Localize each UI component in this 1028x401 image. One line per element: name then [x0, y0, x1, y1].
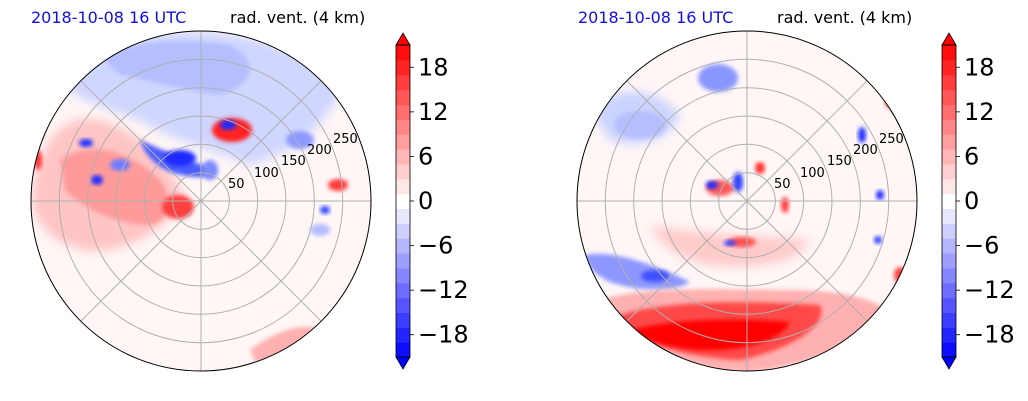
panel1-colorbar-max-arrow — [395, 32, 411, 46]
panel2-colorbar-level — [942, 223, 956, 239]
panel1-colorbar-level — [396, 253, 410, 269]
panel2-time-label: 2018-10-08 16 UTC — [578, 8, 734, 27]
panel1-ring-label-200: 200 — [307, 143, 332, 158]
panel1-variable-label: rad. vent. (4 km) — [230, 8, 366, 27]
panel1-colorbar-level — [396, 89, 410, 106]
panel2-colorbar-tick-label: −18 — [964, 321, 1015, 349]
panel1-colorbar-level — [396, 223, 410, 239]
panel1-polar-plot: 50 100 150 200 250 — [30, 30, 372, 372]
panel1-colorbar-level — [396, 134, 410, 150]
panel2-colorbar-max-arrow — [941, 32, 957, 46]
panel2-polar-grid — [577, 31, 917, 371]
panel1-ring-label-150: 150 — [281, 154, 306, 169]
panel2-ring-label-200: 200 — [853, 143, 878, 158]
panel1-colorbar-level — [396, 297, 410, 314]
panel2-colorbar-level — [942, 119, 956, 135]
panel1-polar-grid — [31, 31, 371, 371]
panel2-colorbar-level — [942, 178, 956, 195]
panel1-colorbar-level — [396, 149, 410, 165]
panel2-colorbar-level — [942, 74, 956, 91]
panel1-colorbar-level — [396, 59, 410, 76]
panel2-ring-label-50: 50 — [774, 177, 791, 192]
panel1-colorbar-level — [396, 45, 410, 61]
panel1-colorbar-level — [396, 208, 410, 224]
panel1-colorbar-tick-label: 18 — [418, 53, 449, 81]
panel2-colorbar-tick-label: 12 — [964, 98, 995, 126]
panel2-colorbar-level — [942, 104, 956, 120]
panel2-colorbar-tick-label: 6 — [964, 142, 979, 170]
panel1-outer-boundary — [30, 30, 372, 372]
panel2-field — [585, 64, 906, 371]
panel1-colorbar-level — [396, 104, 410, 120]
panel2-colorbar-level — [942, 45, 956, 61]
panel1-time-label: 2018-10-08 16 UTC — [31, 8, 187, 27]
panel1-colorbar-level — [396, 74, 410, 91]
panel2-colorbar-level — [942, 297, 956, 314]
panel2-colorbar-level — [942, 312, 956, 328]
panel1-colorbar-tick-label: −12 — [418, 276, 469, 304]
panel2-colorbar-level — [942, 59, 956, 76]
panel2-colorbar-level — [942, 208, 956, 224]
panel2-colorbar-level — [942, 193, 956, 210]
panel2-colorbar-level — [942, 163, 956, 180]
panel1-colorbar-tick-label: 6 — [418, 142, 433, 170]
panel1-colorbar-level — [396, 342, 410, 358]
panel1-colorbar-level — [396, 178, 410, 195]
panel2-ring-label-100: 100 — [800, 166, 825, 181]
panel1-colorbar-level — [396, 267, 410, 284]
panel2-colorbar-tick-label: −12 — [964, 276, 1015, 304]
panel1-ring-label-100: 100 — [254, 166, 279, 181]
panel1-colorbar-min-arrow — [395, 356, 411, 370]
panel1-colorbar-level — [396, 163, 410, 180]
panel2-colorbar-min-arrow — [941, 356, 957, 370]
panel2-colorbar-level — [942, 89, 956, 106]
panel1-colorbar-level — [396, 327, 410, 343]
panel1-ring-label-50: 50 — [228, 177, 245, 192]
panel1-colorbar-level — [396, 193, 410, 210]
panel2-colorbar-level — [942, 327, 956, 343]
panel1-colorbar-level — [396, 282, 410, 299]
panel2-colorbar-level — [942, 282, 956, 299]
panel1-colorbar-tick-label: −18 — [418, 321, 469, 349]
panel1-colorbar: 18 12 6 0 −6 −12 −18 — [395, 32, 469, 370]
panel1-colorbar-tick-label: 0 — [418, 187, 433, 215]
panel2-colorbar: 18 12 6 0 −6 −12 −18 — [941, 32, 1015, 370]
panel2-outer-boundary — [576, 30, 918, 372]
panel2-ring-label-150: 150 — [827, 154, 852, 169]
panel1-colorbar-level — [396, 238, 410, 254]
panel2-colorbar-tick-label: 18 — [964, 53, 995, 81]
panel1-colorbar-tick-label: 12 — [418, 98, 449, 126]
panel2-variable-label: rad. vent. (4 km) — [777, 8, 913, 27]
panel2-colorbar-level — [942, 342, 956, 358]
panel2-colorbar-level — [942, 134, 956, 150]
panel2-colorbar-level — [942, 253, 956, 269]
panel2-colorbar-level — [942, 238, 956, 254]
panel2-ring-label-250: 250 — [879, 132, 904, 147]
panel2-colorbar-tick-label: −6 — [964, 232, 999, 260]
panel2-colorbar-tick-label: 0 — [964, 187, 979, 215]
panel2-colorbar-level — [942, 267, 956, 284]
panel1-colorbar-tick-label: −6 — [418, 232, 453, 260]
panel1-colorbar-level — [396, 312, 410, 328]
panel2-polar-plot: 50 100 150 200 250 — [576, 30, 918, 372]
panel1-colorbar-level — [396, 119, 410, 135]
panel2-colorbar-level — [942, 149, 956, 165]
panel1-ring-label-250: 250 — [333, 132, 358, 147]
